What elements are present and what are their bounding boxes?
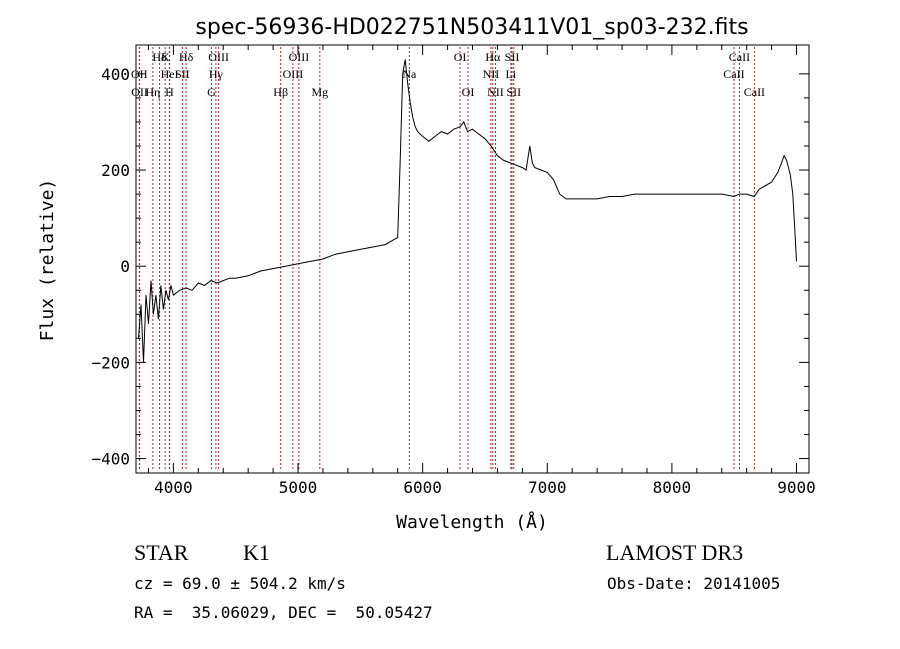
x-axis: 4000 5000 6000 7000 8000 9000 [147,45,816,497]
line-marker-label: H [165,85,174,99]
spectral-line-markers [138,47,755,471]
line-marker-label: Hβ [273,85,288,99]
line-marker-label: Mg [311,85,328,99]
x-tick-label: 7000 [528,478,567,497]
line-marker-label: NII [483,67,500,81]
spectral-subclass: K1 [243,540,270,565]
line-marker-label: OIII [283,67,304,81]
redshift-cz: cz = 69.0 ± 504.2 km/s [134,574,346,593]
x-tick-label: 6000 [403,478,442,497]
coordinates: RA = 35.06029, DEC = 50.05427 [134,603,433,622]
line-marker-label: Li [506,67,517,81]
x-axis-label: Wavelength (Å) [396,511,548,533]
line-marker-label: HeI [161,67,179,81]
y-axis-label: Flux (relative) [37,179,58,342]
y-tick-label: 200 [101,161,130,180]
line-marker-label: Hδ [152,50,167,64]
x-tick-label: 8000 [653,478,692,497]
line-marker-label: OIII [289,50,310,64]
line-marker-label: SII [175,67,190,81]
line-marker-label: Hδ [179,50,194,64]
line-marker-label: CaII [744,85,765,99]
line-marker-label: Hη [145,85,160,99]
y-tick-label: 400 [101,65,130,84]
y-tick-label: −400 [91,450,130,469]
line-marker-label: K [161,50,170,64]
line-marker-label: OII [131,85,148,99]
x-tick-label: 4000 [154,478,193,497]
line-marker-label: CaII [729,50,750,64]
line-marker-label: OI [462,85,475,99]
line-marker-label: OI [454,50,467,64]
line-marker-label: OIII [208,50,229,64]
y-axis: −400 −200 0 200 400 [91,65,809,469]
line-marker-label: CaII [723,67,744,81]
line-marker-label: SII [505,50,520,64]
y-tick-label: −200 [91,353,130,372]
survey-name: LAMOST DR3 [606,540,744,565]
line-marker-label: Hγ [209,67,224,81]
line-marker-label: NII [487,85,504,99]
line-marker-label: Na [402,67,417,81]
spectrum-line [138,59,797,363]
line-marker-label: SII [506,85,521,99]
x-tick-label: 9000 [777,478,816,497]
observation-date: Obs-Date: 20141005 [607,574,781,593]
plot-frame [135,44,810,474]
chart-title: spec-56936-HD022751N503411V01_sp03-232.f… [195,15,748,40]
line-marker-label: Hα [485,50,501,64]
y-tick-label: 0 [120,257,130,276]
x-tick-label: 5000 [279,478,318,497]
spectral-class: STAR [134,540,189,565]
line-marker-label: G [207,85,216,99]
